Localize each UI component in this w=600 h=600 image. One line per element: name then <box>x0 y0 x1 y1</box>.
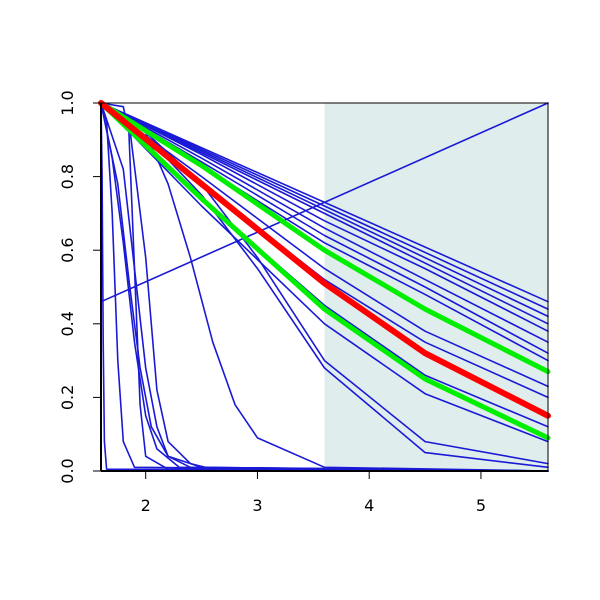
y-axis-ticks: 0.0 0.2 0.4 0.6 0.8 1.0 <box>58 90 101 484</box>
series-line-blue-11 <box>100 102 549 443</box>
y-tick-label: 0.0 <box>58 458 77 483</box>
x-tick-label: 4 <box>364 496 374 515</box>
series-line-blue-16 <box>100 102 549 472</box>
x-axis-ticks: 2 3 4 5 <box>141 471 486 515</box>
y-tick-label: 0.8 <box>58 164 77 189</box>
y-tick-label: 0.2 <box>58 385 77 410</box>
series-layer <box>98 100 551 472</box>
series-line-blue-22 <box>100 102 549 303</box>
series-line-green-23 <box>98 100 551 375</box>
series-line-blue-17 <box>100 102 549 472</box>
y-tick-label: 0.4 <box>58 311 77 336</box>
series-line-blue-18 <box>100 102 549 472</box>
series-line-blue-3 <box>100 102 549 325</box>
series-line-blue-4 <box>100 102 549 333</box>
y-tick-label: 1.0 <box>58 90 77 115</box>
x-tick-label: 5 <box>476 496 486 515</box>
series-line-blue-20 <box>100 102 549 472</box>
x-tick-label: 3 <box>252 496 262 515</box>
y-tick-label: 0.6 <box>58 237 77 262</box>
series-line-blue-1 <box>100 102 549 310</box>
series-line-red-25 <box>98 100 551 419</box>
series-line-green-24 <box>98 100 551 441</box>
x-tick-label: 2 <box>141 496 151 515</box>
plot-frame <box>100 102 549 472</box>
shaded-region <box>324 103 548 471</box>
series-line-blue-2 <box>100 102 549 318</box>
series-line-blue-5 <box>100 102 549 344</box>
